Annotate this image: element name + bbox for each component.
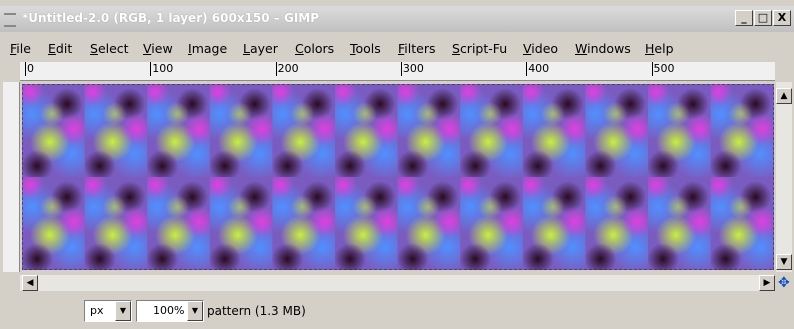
unit: px [90,304,104,317]
scroll-left[interactable]: ◀ [22,275,38,291]
horizontal-scrollbar[interactable]: ◀ ▶ [20,275,775,291]
image-canvas[interactable] [22,84,774,270]
close-button[interactable]: X [773,10,791,26]
menu-item[interactable]: Select [90,41,129,56]
ruler-label: 200 [275,62,299,76]
zoom-dropdown[interactable]: ▼ [187,301,203,321]
ruler-label: 500 [651,62,675,76]
menu-item[interactable]: Help [645,41,674,56]
vertical-ruler [3,82,20,272]
scroll-up[interactable]: ▲ [776,88,792,104]
menu-item[interactable]: Edit [48,41,73,56]
title-bar: *Untitled-2.0 (RGB, 1 layer) 600x150 – G… [0,6,794,32]
horizontal-ruler: 0 100 200 300 400 500 [20,62,775,81]
menu-item[interactable]: File [10,41,31,56]
unit-dropdown[interactable]: ▼ [115,301,131,321]
ruler-label: 300 [400,62,424,76]
scroll-right[interactable]: ▶ [759,275,775,291]
zoom: 100% [153,304,185,317]
maximize-button[interactable]: □ [754,10,772,26]
menu-item[interactable]: View [143,41,173,56]
menu-item[interactable]: Filters [398,41,436,56]
status-message: pattern (1.3 MB) [207,304,306,318]
window-title: *Untitled-2.0 (RGB, 1 layer) 600x150 – G… [22,11,320,25]
ruler-label: 0 [25,62,34,76]
unit-menu[interactable]: px ▼ [84,300,132,322]
menu-item[interactable]: Script-Fu [452,41,508,56]
zoom-field[interactable]: 100% ▼ [136,300,204,322]
menu-item[interactable]: Colors [295,41,335,56]
menu-item[interactable]: Video [523,41,559,56]
menu-item[interactable]: Windows [575,41,631,56]
menu-item[interactable]: Tools [350,41,381,56]
minimize-button[interactable]: _ [735,10,753,26]
menu-item[interactable]: Image [188,41,228,56]
menu-item[interactable]: Layer [243,41,278,56]
menu-bar: File Edit Select View Image Layer Colors Tools F… [0,36,794,60]
vertical-scrollbar[interactable]: ▲ ▼ [776,82,792,272]
scroll-down[interactable]: ▼ [776,254,792,270]
window-icon[interactable] [4,13,16,27]
ruler-label: 100 [150,62,174,76]
ruler-label: 400 [526,62,550,76]
navigate-button[interactable]: ✥ [778,275,790,291]
status-bar: px ▼ 100% ▼ pattern (1.3 MB) [0,294,794,329]
